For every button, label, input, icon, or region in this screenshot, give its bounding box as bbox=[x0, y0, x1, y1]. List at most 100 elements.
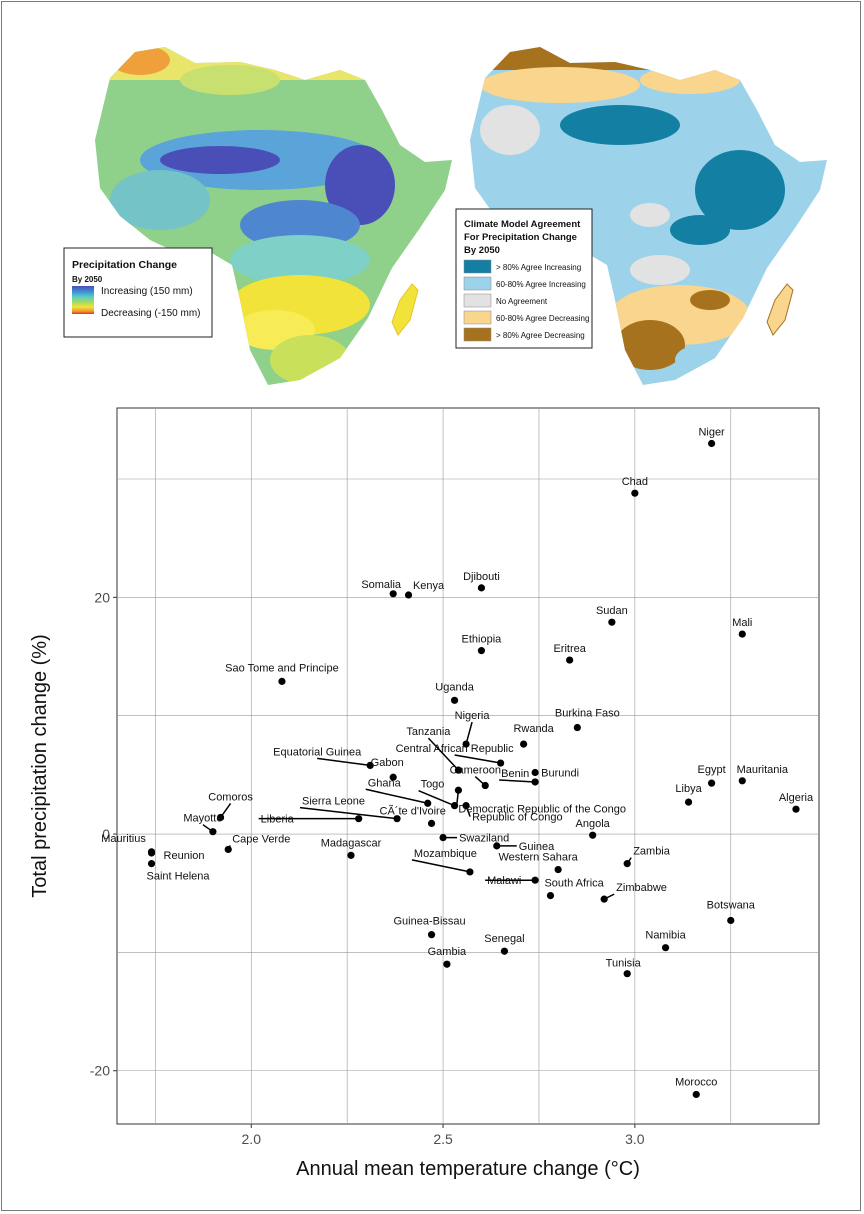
point-central-african-republic bbox=[497, 759, 505, 767]
point-swaziland bbox=[439, 834, 447, 842]
label-tanzania: Tanzania bbox=[406, 726, 451, 738]
precipitation-legend: Precipitation Change By 2050 Increasing … bbox=[63, 247, 213, 338]
point-cameroon bbox=[481, 781, 489, 790]
y-tick-label: 20 bbox=[94, 589, 110, 605]
label-mayotte: Mayotte bbox=[183, 813, 222, 825]
point-zambia bbox=[623, 860, 631, 868]
point-burundi bbox=[531, 768, 539, 777]
precip-legend-title: Precipitation Change bbox=[72, 259, 177, 271]
point-liberia bbox=[355, 815, 363, 823]
agreement-swatch-4 bbox=[463, 327, 492, 342]
y-tick-label: 0 bbox=[102, 826, 110, 842]
point-ghana bbox=[424, 799, 432, 807]
label-saint-helena: Saint Helena bbox=[147, 871, 211, 883]
label-libya: Libya bbox=[675, 783, 702, 795]
point-botswana bbox=[727, 916, 735, 925]
leader-sierra-leone bbox=[299, 806, 398, 820]
point-libya bbox=[684, 798, 693, 806]
point-namibia bbox=[661, 944, 670, 952]
label-republic-of-congo: Republic of Congo bbox=[472, 812, 563, 824]
label-democratic-republic-of-the-congo: Democratic Republic of the Congo bbox=[458, 803, 626, 815]
point-kenya bbox=[404, 591, 413, 599]
point-reunion bbox=[147, 849, 156, 857]
label-ethiopia: Ethiopia bbox=[462, 634, 503, 646]
label-ghana: Ghana bbox=[368, 777, 402, 789]
label-djibouti: Djibouti bbox=[463, 571, 500, 583]
label-somalia: Somalia bbox=[361, 579, 402, 591]
label-egypt: Egypt bbox=[698, 764, 726, 776]
leader-togo bbox=[418, 789, 455, 807]
agreement-legend: Climate Model Agreement For Precipitatio… bbox=[455, 208, 593, 349]
point-madagascar bbox=[347, 851, 355, 859]
label-comoros: Comoros bbox=[208, 791, 253, 803]
agreement-label-4: > 80% Agree Decreasing bbox=[496, 331, 585, 340]
point-south-africa bbox=[546, 891, 555, 900]
label-mali: Mali bbox=[732, 617, 752, 629]
agreement-swatch-0 bbox=[463, 259, 492, 274]
point-zimbabwe bbox=[600, 895, 608, 903]
label-algeria: Algeria bbox=[779, 792, 814, 804]
point-djibouti bbox=[477, 584, 486, 592]
point-comoros bbox=[216, 813, 225, 822]
point-uganda bbox=[450, 696, 459, 704]
point-togo bbox=[450, 802, 459, 810]
label-niger: Niger bbox=[698, 427, 725, 439]
label-gambia: Gambia bbox=[428, 946, 467, 958]
point-morocco bbox=[692, 1090, 700, 1099]
scatter-chart: 2.0 2.5 3.0 -20 0 20 Niger Chad Djibouti Somalia… bbox=[29, 407, 820, 1180]
label-sao-tome-and-principe: Sao Tome and Principe bbox=[225, 662, 339, 674]
leader-equatorial-guinea bbox=[317, 757, 371, 767]
label-gabon: Gabon bbox=[371, 757, 404, 769]
label-chad: Chad bbox=[622, 476, 648, 488]
leader-benin bbox=[499, 779, 536, 783]
point-tanzania bbox=[454, 766, 463, 774]
point-sudan bbox=[608, 618, 616, 626]
label-leaders bbox=[202, 721, 632, 900]
grid-lines bbox=[117, 408, 819, 1124]
agreement-label-3: 60-80% Agree Decreasing bbox=[496, 314, 589, 323]
point-mali bbox=[738, 630, 746, 638]
point-democratic-republic-of-the-congo bbox=[454, 786, 463, 794]
agreement-legend-title-3: By 2050 bbox=[464, 245, 500, 256]
point-guinea bbox=[493, 842, 501, 850]
y-tick-label: -20 bbox=[90, 1063, 110, 1079]
label-burundi: Burundi bbox=[541, 768, 579, 780]
x-axis-title: Annual mean temperature change (°C) bbox=[296, 1158, 640, 1180]
precip-legend-subtitle: By 2050 bbox=[72, 275, 103, 284]
label-tunisia: Tunisia bbox=[606, 958, 642, 970]
agreement-swatch-1 bbox=[463, 276, 492, 291]
point-nigeria bbox=[462, 740, 470, 748]
label-rwanda: Rwanda bbox=[513, 723, 554, 735]
point-mauritania bbox=[738, 777, 746, 785]
point-mozambique bbox=[466, 868, 474, 876]
point-ethiopia bbox=[477, 647, 486, 655]
point-malawi bbox=[531, 876, 539, 884]
precip-legend-colorbar bbox=[72, 286, 94, 314]
label-eritrea: Eritrea bbox=[553, 643, 586, 655]
leader-tanzania bbox=[427, 737, 459, 771]
agreement-label-0: > 80% Agree Increasing bbox=[496, 263, 581, 272]
label-guinea: Guinea bbox=[519, 841, 555, 853]
label-mozambique: Mozambique bbox=[414, 848, 477, 860]
label-reunion: Reunion bbox=[164, 850, 205, 862]
point-western-sahara bbox=[554, 865, 562, 874]
label-zimbabwe: Zimbabwe bbox=[616, 882, 667, 894]
point-gambia bbox=[443, 960, 451, 968]
leader-ghana bbox=[365, 788, 428, 805]
label-cameroon: Cameroon bbox=[450, 765, 501, 777]
precip-legend-low: Decreasing (-150 mm) bbox=[101, 308, 200, 319]
point-egypt bbox=[707, 779, 716, 787]
data-points bbox=[147, 439, 800, 1099]
point-senegal bbox=[500, 947, 509, 955]
leader-nigeria bbox=[465, 721, 473, 745]
label-senegal: Senegal bbox=[484, 933, 524, 945]
axis-ticks: 2.0 2.5 3.0 -20 0 20 bbox=[90, 589, 645, 1147]
label-c-te-d-ivoire: CÃ´te d'Ivoire bbox=[380, 804, 446, 817]
agreement-swatch-3 bbox=[463, 310, 492, 325]
point-eritrea bbox=[566, 656, 574, 664]
label-cape-verde: Cape Verde bbox=[232, 833, 290, 845]
label-botswana: Botswana bbox=[707, 899, 756, 911]
leader-mozambique bbox=[411, 859, 471, 873]
